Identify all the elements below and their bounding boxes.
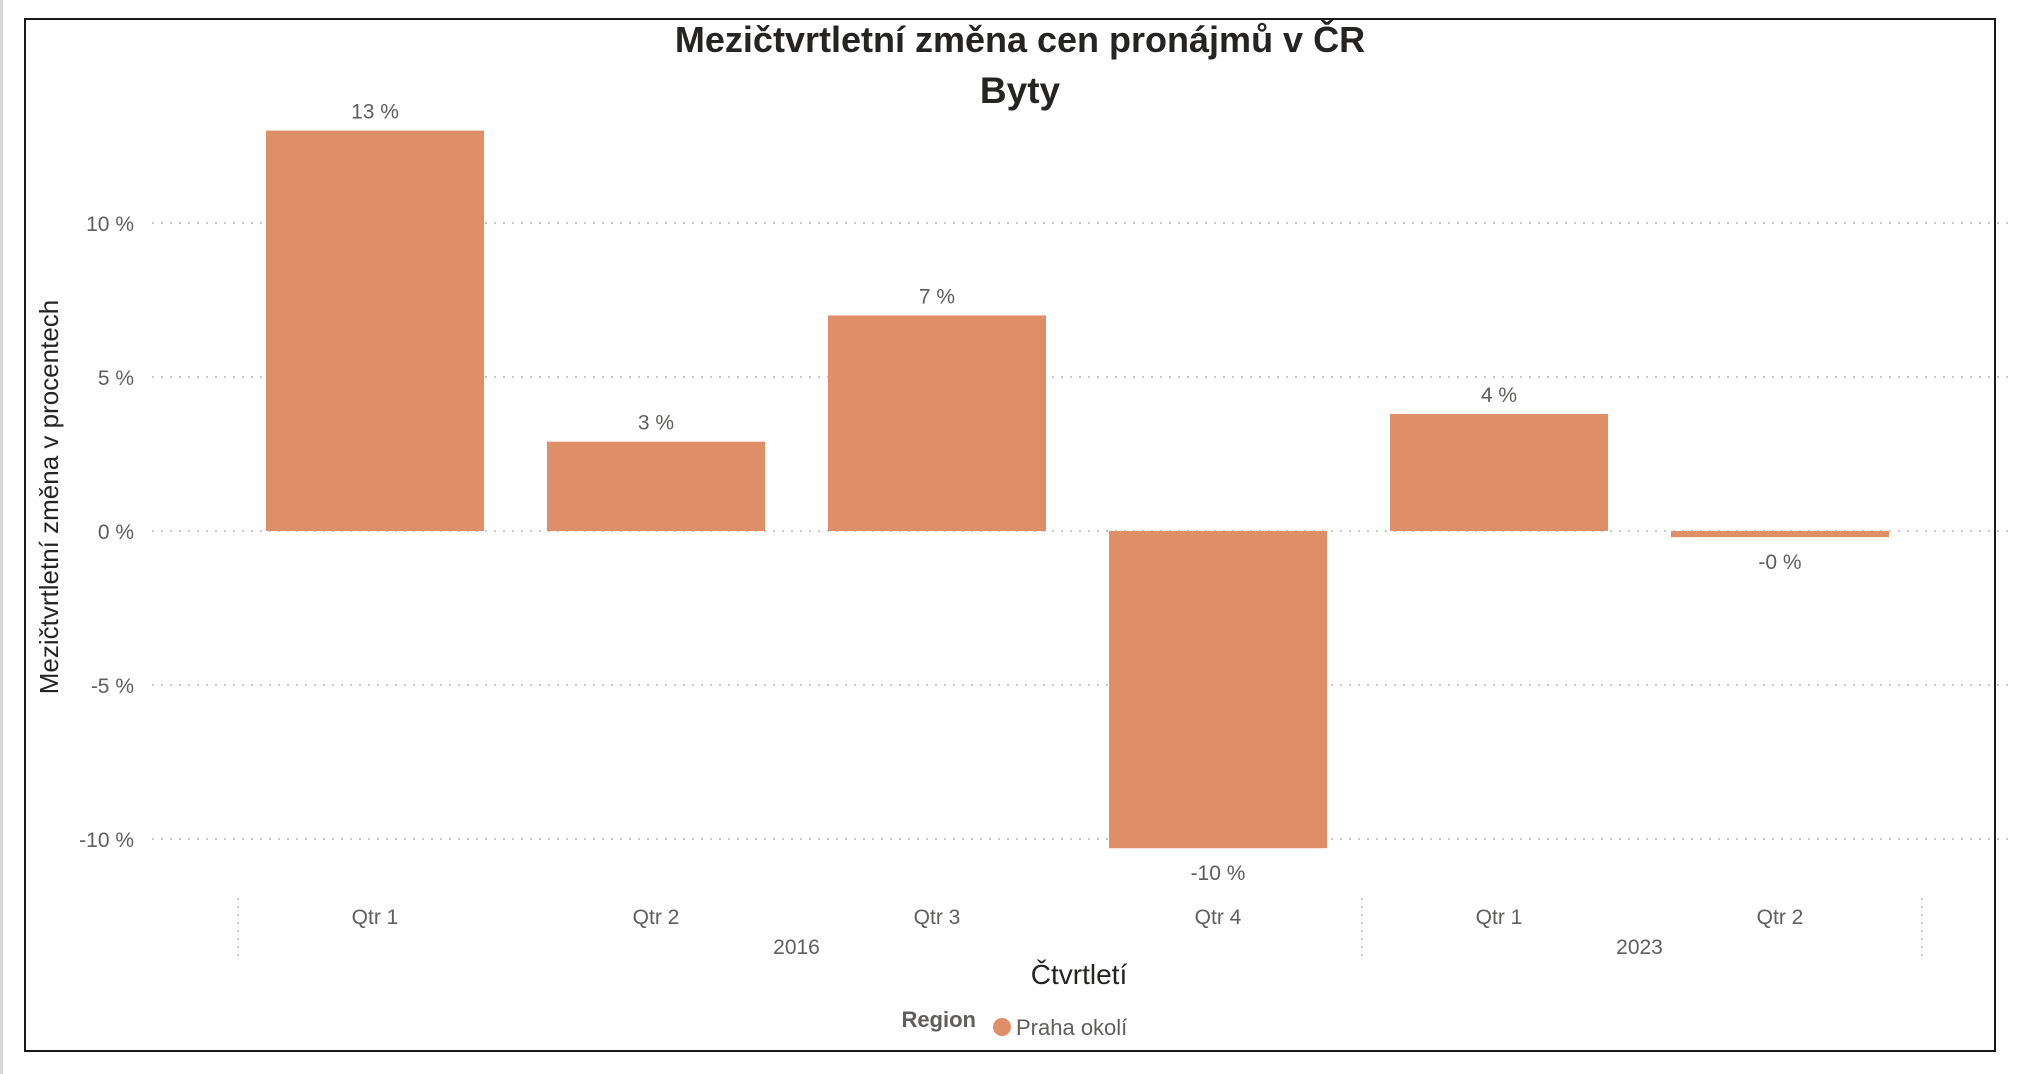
- y-tick-label: 10 %: [86, 213, 134, 236]
- page-edge-strip: [0, 0, 3, 1074]
- bars: [266, 130, 1889, 849]
- data-label: -10 %: [1191, 862, 1246, 885]
- x-axis-groups: 2016 2023: [237, 898, 1923, 962]
- bar[interactable]: [1671, 531, 1889, 538]
- data-label: 13 %: [351, 101, 399, 124]
- x-tick-label: Qtr 3: [914, 906, 961, 929]
- data-label: -0 %: [1758, 551, 1801, 574]
- x-tick-label: Qtr 4: [1195, 906, 1242, 929]
- legend: Region Praha okolí: [901, 1007, 1127, 1040]
- y-tick-label: 0 %: [98, 521, 134, 544]
- y-axis-ticks: 10 % 5 % 0 % -5 % -10 %: [79, 213, 134, 852]
- bar[interactable]: [828, 315, 1046, 531]
- data-labels: 13 % 3 % 7 % -10 % 4 % -0 %: [351, 101, 1802, 886]
- bar[interactable]: [1109, 531, 1327, 849]
- y-tick-label: -10 %: [79, 829, 134, 852]
- chart-title: Mezičtvrtletní změna cen pronájmů v ČR: [675, 18, 1365, 60]
- y-axis-title: Mezičtvrtletní změna v procentech: [34, 300, 64, 695]
- y-tick-label: -5 %: [91, 675, 134, 698]
- x-tick-label: Qtr 2: [633, 906, 680, 929]
- bar[interactable]: [547, 441, 765, 531]
- data-label: 4 %: [1481, 384, 1517, 407]
- legend-item-label: Praha okolí: [1016, 1015, 1127, 1040]
- bar[interactable]: [1390, 413, 1608, 531]
- legend-title: Region: [901, 1007, 976, 1032]
- legend-swatch: [993, 1018, 1011, 1036]
- x-group-label: 2016: [773, 936, 820, 959]
- x-axis-title: Čtvrtletí: [1031, 959, 1128, 990]
- data-label: 7 %: [919, 285, 955, 308]
- data-label: 3 %: [638, 412, 674, 435]
- x-tick-label: Qtr 1: [352, 906, 399, 929]
- x-axis-ticks: Qtr 1 Qtr 2 Qtr 3 Qtr 4 Qtr 1 Qtr 2: [352, 906, 1804, 929]
- y-tick-label: 5 %: [98, 367, 134, 390]
- chart-subtitle: Byty: [980, 70, 1061, 111]
- x-tick-label: Qtr 2: [1757, 906, 1804, 929]
- x-group-label: 2023: [1616, 936, 1663, 959]
- bar[interactable]: [266, 130, 484, 531]
- x-tick-label: Qtr 1: [1476, 906, 1523, 929]
